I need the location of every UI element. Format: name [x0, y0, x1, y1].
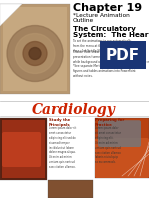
- Text: To set the animations to run automatically,
from the menu at the top select Slid: To set the animations to run automatical…: [73, 39, 139, 53]
- FancyBboxPatch shape: [100, 41, 146, 69]
- Text: *Lecture Animation: *Lecture Animation: [73, 13, 130, 18]
- FancyBboxPatch shape: [98, 120, 141, 147]
- Circle shape: [23, 42, 47, 66]
- Circle shape: [7, 26, 63, 82]
- Circle shape: [29, 48, 41, 60]
- FancyBboxPatch shape: [2, 132, 41, 167]
- FancyBboxPatch shape: [3, 7, 67, 91]
- Text: Outline: Outline: [73, 18, 94, 23]
- Text: Lorem ipsum dolor sit
amet consectetur
adipiscing elit sed do
eiusmod tempor
inc: Lorem ipsum dolor sit amet consectetur a…: [49, 126, 76, 169]
- FancyBboxPatch shape: [0, 118, 47, 180]
- FancyBboxPatch shape: [95, 138, 149, 178]
- Text: Chapter 19: Chapter 19: [73, 3, 142, 13]
- Text: PDF: PDF: [106, 48, 140, 63]
- Text: Study the
Principals: Study the Principals: [49, 118, 71, 127]
- Text: System:  The Heart: System: The Heart: [73, 32, 149, 38]
- Text: Choose Slide Show and check the box to show
presentation (same as if it is prese: Choose Slide Show and check the box to s…: [73, 50, 149, 64]
- FancyBboxPatch shape: [48, 180, 93, 198]
- Text: The Circulatory: The Circulatory: [73, 26, 136, 32]
- Text: *See separate Martini PowerPoint slides for all
figures and tables animations in: *See separate Martini PowerPoint slides …: [73, 64, 136, 78]
- Text: Preparing for
Practice: Preparing for Practice: [95, 118, 124, 127]
- Text: Lorem ipsum dolor
sit amet consectetur
adipiscing elit.
Ut enim ad minim
veniam : Lorem ipsum dolor sit amet consectetur a…: [95, 126, 121, 164]
- FancyBboxPatch shape: [0, 4, 70, 94]
- Polygon shape: [0, 4, 22, 26]
- Text: Cardiology: Cardiology: [32, 103, 116, 117]
- Circle shape: [15, 33, 55, 73]
- FancyBboxPatch shape: [95, 118, 149, 178]
- FancyBboxPatch shape: [2, 120, 45, 178]
